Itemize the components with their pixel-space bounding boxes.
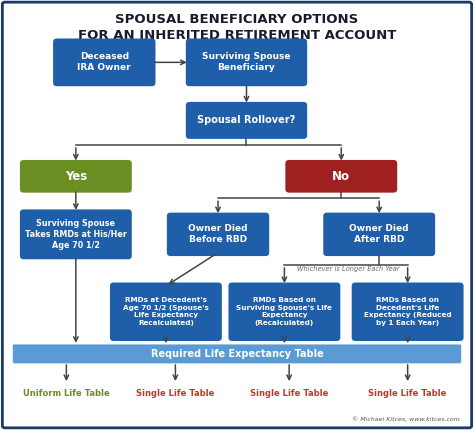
FancyBboxPatch shape	[20, 160, 132, 193]
Text: Spousal Rollover?: Spousal Rollover?	[197, 115, 296, 126]
Text: Required Life Expectancy Table: Required Life Expectancy Table	[151, 349, 323, 359]
Text: RMDs Based on
Surviving Spouse's Life
Expectancy
(Recalculated): RMDs Based on Surviving Spouse's Life Ex…	[237, 298, 332, 326]
FancyBboxPatch shape	[323, 212, 435, 256]
Text: RMDs Based on
Decedent's Life
Expectancy (Reduced
by 1 Each Year): RMDs Based on Decedent's Life Expectancy…	[364, 298, 451, 326]
Text: No: No	[332, 170, 350, 183]
Text: Deceased
IRA Owner: Deceased IRA Owner	[77, 52, 131, 72]
Text: Yes: Yes	[65, 170, 87, 183]
FancyBboxPatch shape	[186, 39, 307, 86]
Text: Single Life Table: Single Life Table	[250, 389, 328, 398]
FancyBboxPatch shape	[20, 209, 132, 259]
Text: Surviving Spouse
Takes RMDs at His/Her
Age 70 1/2: Surviving Spouse Takes RMDs at His/Her A…	[25, 219, 127, 250]
FancyBboxPatch shape	[110, 283, 222, 341]
FancyBboxPatch shape	[285, 160, 397, 193]
Text: Single Life Table: Single Life Table	[368, 389, 447, 398]
Text: RMDs at Decedent's
Age 70 1/2 (Spouse's
Life Expectancy
Recalculated): RMDs at Decedent's Age 70 1/2 (Spouse's …	[123, 298, 209, 326]
Text: © Michael Kitces, www.kitces.com: © Michael Kitces, www.kitces.com	[352, 417, 460, 422]
FancyBboxPatch shape	[167, 212, 269, 256]
Text: Single Life Table: Single Life Table	[136, 389, 215, 398]
FancyBboxPatch shape	[13, 344, 461, 363]
Text: Owner Died
Before RBD: Owner Died Before RBD	[188, 224, 248, 244]
Text: Uniform Life Table: Uniform Life Table	[23, 389, 110, 398]
Text: Surviving Spouse
Beneficiary: Surviving Spouse Beneficiary	[202, 52, 291, 72]
Text: SPOUSAL BENEFICIARY OPTIONS
FOR AN INHERITED RETIREMENT ACCOUNT: SPOUSAL BENEFICIARY OPTIONS FOR AN INHER…	[78, 13, 396, 42]
Text: Owner Died
After RBD: Owner Died After RBD	[349, 224, 409, 244]
FancyBboxPatch shape	[352, 283, 464, 341]
FancyBboxPatch shape	[53, 39, 155, 86]
FancyBboxPatch shape	[186, 102, 307, 139]
Text: Whichever is Longer Each Year: Whichever is Longer Each Year	[297, 266, 400, 272]
FancyBboxPatch shape	[228, 283, 340, 341]
